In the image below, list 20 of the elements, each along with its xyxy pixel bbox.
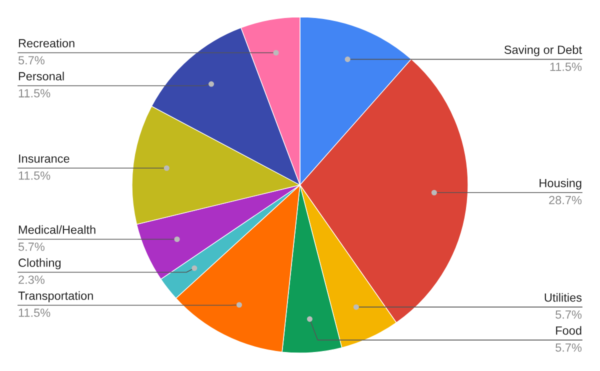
slice-label: Food xyxy=(556,326,582,335)
slice-label: Utilities xyxy=(544,293,582,302)
slice-label: Personal xyxy=(18,72,64,80)
data-label: 2.3% xyxy=(18,276,44,284)
data-label: 5.7% xyxy=(556,310,582,319)
slice-label: Insurance xyxy=(19,154,70,163)
data-label: 11.5% xyxy=(18,89,50,98)
slice-label: Transportation xyxy=(18,291,93,302)
data-label: 11.5% xyxy=(18,308,50,317)
data-label: 28.7% xyxy=(549,196,582,204)
data-label: 5.7% xyxy=(18,242,44,251)
slice-label: Housing xyxy=(540,178,582,190)
data-label: 11.5% xyxy=(18,171,50,180)
data-label: 11.5% xyxy=(550,62,582,71)
data-label: 5.7% xyxy=(556,343,582,352)
slice-label: Clothing xyxy=(18,258,61,270)
slice-label: Medical/Health xyxy=(18,225,96,234)
data-label: 5.7% xyxy=(18,56,44,64)
slice-label: Saving or Debt xyxy=(504,45,582,56)
slice-label: Recreation xyxy=(18,38,74,48)
